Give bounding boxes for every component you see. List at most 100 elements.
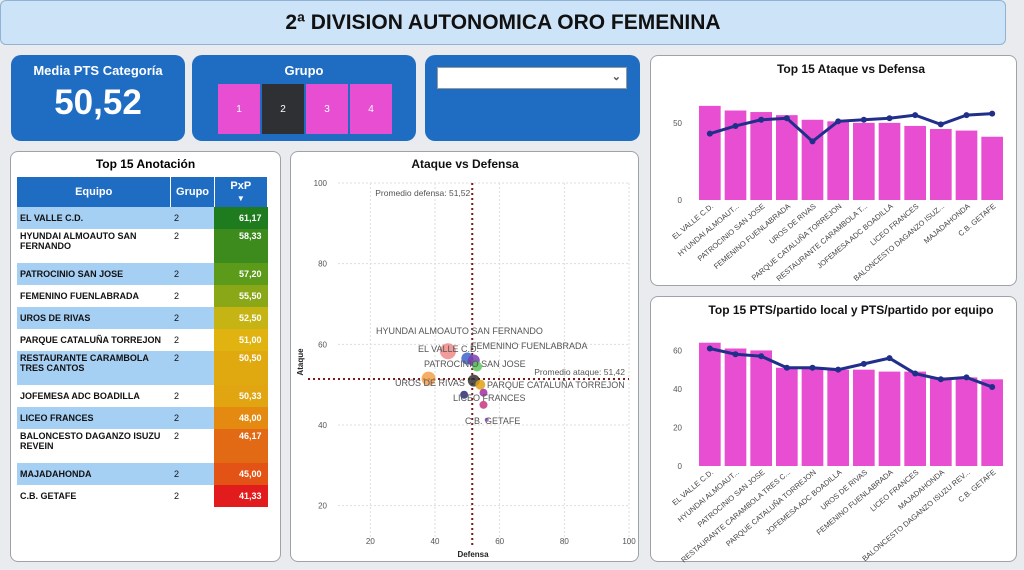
bar <box>801 367 824 466</box>
chart-title: Ataque vs Defensa <box>411 157 519 171</box>
line-point <box>963 112 970 119</box>
cell-group: 2 <box>173 431 179 441</box>
x-tick-label: 60 <box>495 537 504 546</box>
scatter-point <box>421 371 436 386</box>
y-tick-label: 20 <box>318 502 327 511</box>
grupo-button-3[interactable]: 3 <box>306 84 348 134</box>
x-axis-label: Defensa <box>457 550 489 559</box>
cell-team: EL VALLE C.D. <box>17 207 171 229</box>
cell-team: LICEO FRANCES <box>17 407 171 429</box>
table-row[interactable]: MAJADAHONDA 2 45,00 <box>17 463 268 485</box>
bar <box>955 377 978 466</box>
table-row[interactable]: JOFEMESA ADC BOADILLA 2 50,33 <box>17 385 268 407</box>
table-row[interactable]: UROS DE RIVAS 2 52,50 <box>17 307 268 329</box>
bar <box>981 136 1003 200</box>
bar <box>930 129 952 200</box>
bar <box>699 342 721 466</box>
table-row[interactable]: PATROCINIO SAN JOSE 2 57,20 <box>17 263 268 285</box>
bar <box>904 125 926 200</box>
cell-group: 2 <box>170 263 215 285</box>
cell-group: 2 <box>170 351 215 385</box>
line-series <box>709 347 993 389</box>
line-point <box>835 118 842 125</box>
y-tick-label: 60 <box>318 340 327 349</box>
cell-group: 2 <box>170 307 215 329</box>
scatter-point-label: FEMENINO FUENLABRADA <box>471 341 588 351</box>
cell-pxp: 55,50 <box>214 285 268 307</box>
table-row[interactable]: RESTAURANTE CARAMBOLA TRES CANTOS 2 50,50 <box>17 351 268 385</box>
bar <box>801 119 824 200</box>
cell-team: RESTAURANTE CARAMBOLA TRES CANTOS <box>17 351 171 385</box>
line-point <box>758 353 765 360</box>
cell-group: 2 <box>173 391 179 401</box>
scatter-point-label: PARQUE CATALUÑA TORREJON <box>487 380 625 390</box>
bar <box>930 377 952 466</box>
y-tick-label: 100 <box>314 179 328 188</box>
x-tick-label: 20 <box>366 537 375 546</box>
table-row[interactable]: BALONCESTO DAGANZO ISUZU REVEIN 2 46,17 <box>17 429 268 463</box>
bar-chart-panel-attack-defense: Top 15 Ataque vs Defensa 0 50 EL VALLE C.D.… <box>650 55 1017 286</box>
scatter-point-label: LICEO FRANCES <box>453 393 526 403</box>
table-row[interactable]: C.B. GETAFE 2 41,33 <box>17 485 268 507</box>
x-tick-label: 80 <box>560 537 569 546</box>
bar <box>981 379 1003 466</box>
grupo-button-4[interactable]: 4 <box>350 84 392 134</box>
grupo-button-2[interactable]: 2 <box>262 84 304 134</box>
chart-title: Top 15 PTS/partido local y PTS/partido p… <box>708 303 993 317</box>
line-point <box>732 351 739 358</box>
scatter-point-label: UROS DE RIVAS <box>395 378 465 388</box>
grupo-button-1[interactable]: 1 <box>218 84 260 134</box>
table-row[interactable]: LICEO FRANCES 2 48,00 <box>17 407 268 429</box>
line-point <box>809 364 816 371</box>
cell-group: 2 <box>173 491 179 501</box>
line-point <box>989 384 996 391</box>
scatter-point <box>479 388 488 397</box>
table-row[interactable]: FEMENINO FUENLABRADA 2 55,50 <box>17 285 268 307</box>
bar <box>904 371 926 466</box>
bar <box>699 105 721 200</box>
scoring-table: Equipo Grupo PxP ▼ EL VALLE C.D. 2 61,17 HYU… <box>17 177 269 507</box>
cell-pxp: 45,00 <box>214 463 268 485</box>
scatter-point <box>484 417 489 422</box>
bar <box>878 371 901 466</box>
bar-chart-home-pts: Top 15 PTS/partido local y PTS/partido p… <box>670 303 1003 563</box>
column-header-pxp[interactable]: PxP ▼ <box>214 177 269 207</box>
grupo-slicer: Grupo 1 2 3 4 <box>192 55 416 141</box>
bar <box>955 130 978 200</box>
scatter-point-label: C.B. GETAFE <box>465 416 520 426</box>
chevron-down-icon: ⌄ <box>611 71 621 83</box>
cell-team: PARQUE CATALUÑA TORREJON <box>20 335 162 345</box>
scatter-point <box>472 361 483 372</box>
line-point <box>783 364 790 371</box>
table-row[interactable]: PARQUE CATALUÑA TORREJON 2 51,00 <box>17 329 268 351</box>
reference-label-defense: Promedio defensa: 51,52 <box>375 188 470 198</box>
column-header-pxp-label: PxP <box>230 180 252 192</box>
bar <box>724 348 747 466</box>
bar <box>776 115 798 200</box>
scatter-point <box>439 343 456 360</box>
table-row[interactable]: HYUNDAI ALMOAUTO SAN FERNANDO 2 58,33 <box>17 229 268 263</box>
team-filter-dropdown[interactable]: Todas ⌄ <box>437 67 627 89</box>
cell-pxp: 50,50 <box>214 351 268 385</box>
table-row[interactable]: EL VALLE C.D. 2 61,17 <box>17 207 268 229</box>
cell-team: JOFEMESA ADC BOADILLA <box>20 391 140 401</box>
line-point <box>886 355 893 362</box>
line-point <box>758 116 765 123</box>
bar <box>827 121 849 200</box>
reference-label-attack: Promedio ataque: 51,42 <box>534 367 625 377</box>
line-point <box>783 115 790 122</box>
bar <box>878 122 901 200</box>
column-header-grupo[interactable]: Grupo <box>170 177 215 207</box>
y-tick-label: 20 <box>673 423 682 432</box>
bar <box>853 122 875 200</box>
scatter-chart: Ataque vs Defensa 20 40 60 80 100 20 40 60 80 100 D… <box>296 157 636 559</box>
cell-team: HYUNDAI ALMOAUTO SAN FERNANDO <box>20 231 137 251</box>
bar <box>776 367 798 466</box>
cell-group: 2 <box>173 231 179 241</box>
line-point <box>706 345 713 352</box>
column-header-equipo[interactable]: Equipo <box>17 177 172 207</box>
y-tick-label: 40 <box>318 421 327 430</box>
scatter-point <box>475 379 486 390</box>
line-point <box>912 112 919 119</box>
cell-group: 2 <box>173 335 179 345</box>
